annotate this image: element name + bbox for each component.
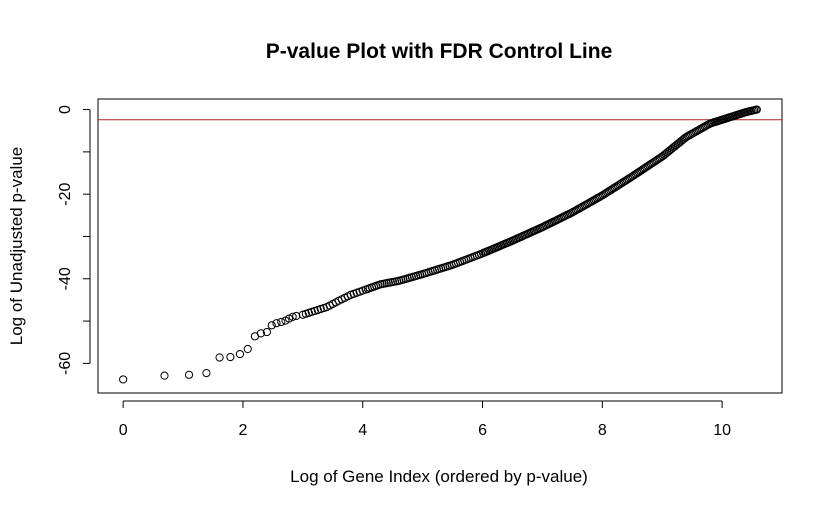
data-point: [215, 353, 224, 362]
chart-title: P-value Plot with FDR Control Line: [266, 40, 613, 63]
y-axis-label: Log of Unadjusted p-value: [7, 147, 26, 345]
x-axis-label: Log of Gene Index (ordered by p-value): [290, 467, 588, 486]
data-point: [119, 375, 128, 384]
x-axis: 0 2 4 6 8 10: [119, 400, 731, 439]
y-axis: 0 -20 -40 -60: [57, 105, 91, 375]
x-tick-label: 0: [119, 422, 128, 439]
data-point: [202, 369, 211, 378]
x-tick-label: 6: [478, 422, 487, 439]
x-tick-label: 10: [713, 422, 731, 439]
data-point: [288, 312, 297, 321]
y-tick-label: -20: [57, 183, 74, 206]
x-tick-label: 2: [238, 422, 247, 439]
data-point: [267, 321, 276, 330]
x-tick-label: 8: [598, 422, 607, 439]
y-tick-label: -40: [57, 267, 74, 290]
data-point: [160, 371, 169, 380]
y-tick-label: -60: [57, 352, 74, 375]
data-point: [243, 344, 252, 354]
data-point: [235, 349, 245, 359]
data-point: [226, 352, 235, 362]
data-point: [262, 327, 271, 337]
plot-frame: [97, 98, 783, 394]
data-point: [752, 105, 761, 114]
data-point: [184, 370, 194, 379]
x-tick-label: 4: [358, 422, 367, 439]
y-tick-label: 0: [57, 105, 74, 114]
data-point: [256, 329, 266, 338]
points-layer: [119, 105, 761, 384]
data-point: [272, 319, 281, 328]
data-point: [277, 317, 286, 327]
